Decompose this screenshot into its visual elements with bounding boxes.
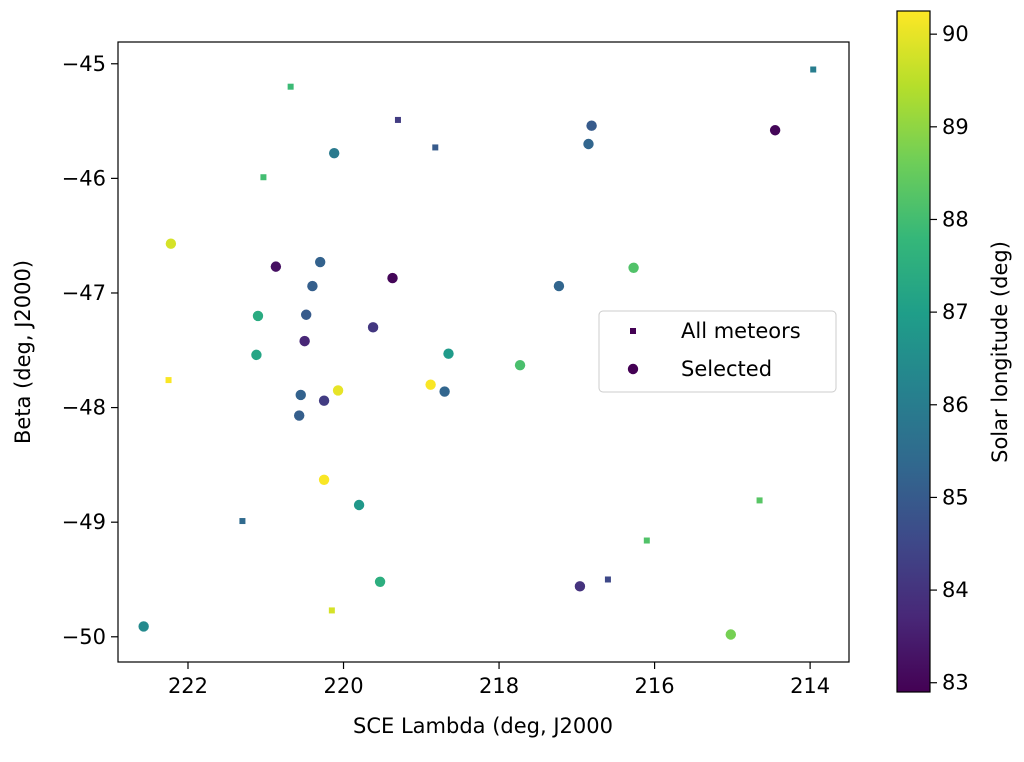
colorbar-label: Solar longitude (deg) (988, 241, 1012, 463)
y-tick-label: −47 (62, 281, 106, 305)
selected-point (314, 256, 326, 268)
all-meteors-point (239, 518, 246, 525)
selected-point (586, 120, 597, 131)
legend-label-selected: Selected (681, 357, 772, 381)
legend-label-all-meteors: All meteors (681, 319, 801, 343)
selected-point (387, 272, 398, 284)
selected-point (138, 621, 149, 632)
data-points (138, 66, 817, 640)
selected-point (443, 348, 454, 359)
colorbar-tick-label: 90 (942, 22, 969, 46)
selected-point (439, 386, 450, 397)
all-meteors-point (287, 83, 294, 90)
all-meteors-point (756, 497, 763, 504)
selected-point (299, 335, 310, 347)
selected-point (252, 310, 264, 322)
colorbar-ticks: 83 84 85 86 87 88 89 90 (930, 22, 969, 695)
x-tick-label: 218 (479, 674, 519, 698)
selected-point (514, 359, 526, 371)
all-meteors-point (165, 377, 172, 384)
x-tick-label: 220 (323, 674, 363, 698)
x-axis-label: SCE Lambda (deg, J2000 (353, 714, 613, 738)
selected-point (165, 238, 177, 249)
selected-point (353, 499, 365, 511)
selected-point (553, 280, 565, 292)
selected-point (293, 410, 305, 421)
y-tick-label: −46 (62, 166, 106, 190)
selected-point (300, 309, 312, 320)
selected-point (583, 138, 594, 150)
legend: All meteors Selected (598, 310, 837, 393)
colorbar-gradient (897, 11, 930, 692)
all-meteors-point (432, 144, 439, 151)
colorbar-tick-label: 86 (942, 393, 969, 417)
plot-frame (117, 41, 850, 663)
all-meteors-point (260, 174, 267, 181)
selected-point (574, 581, 586, 592)
selected-point (628, 262, 639, 273)
all-meteors-point (643, 537, 650, 544)
selected-point (425, 379, 436, 390)
selected-point (328, 147, 340, 159)
x-tick-label: 222 (168, 674, 208, 698)
all-meteors-point (394, 116, 401, 123)
colorbar-tick-label: 84 (942, 578, 969, 602)
all-meteors-point (604, 576, 611, 583)
legend-square-marker (630, 328, 636, 334)
x-tick-label: 216 (635, 674, 675, 698)
colorbar-tick-label: 85 (942, 485, 969, 509)
colorbar-tick-label: 89 (942, 115, 969, 139)
selected-point (769, 125, 781, 136)
selected-point (251, 349, 262, 361)
legend-circle-marker (627, 363, 639, 375)
y-axis: −45 −46 −47 −48 −49 −50 (62, 52, 118, 649)
all-meteors-point (810, 66, 817, 73)
selected-point (307, 280, 318, 292)
y-tick-label: −48 (62, 396, 106, 420)
colorbar-frame (896, 10, 931, 693)
selected-point (332, 385, 344, 396)
selected-point (318, 474, 330, 485)
selected-point (374, 576, 386, 587)
selected-point (367, 322, 379, 333)
y-tick-label: −45 (62, 52, 106, 76)
y-tick-label: −50 (62, 625, 106, 649)
colorbar-tick-label: 87 (942, 300, 969, 324)
all-meteors-point (328, 607, 335, 614)
selected-point (318, 395, 330, 406)
selected-point (725, 629, 736, 640)
legend-box (598, 310, 837, 393)
selected-point (295, 389, 306, 401)
colorbar: 83 84 85 86 87 88 89 90 (896, 10, 969, 695)
y-axis-label: Beta (deg, J2000) (11, 260, 35, 444)
x-axis: 222 220 218 216 214 (168, 662, 830, 698)
y-tick-label: −49 (62, 510, 106, 534)
x-tick-label: 214 (790, 674, 830, 698)
selected-point (270, 261, 282, 272)
colorbar-tick-label: 83 (942, 671, 969, 695)
colorbar-tick-label: 88 (942, 207, 969, 231)
